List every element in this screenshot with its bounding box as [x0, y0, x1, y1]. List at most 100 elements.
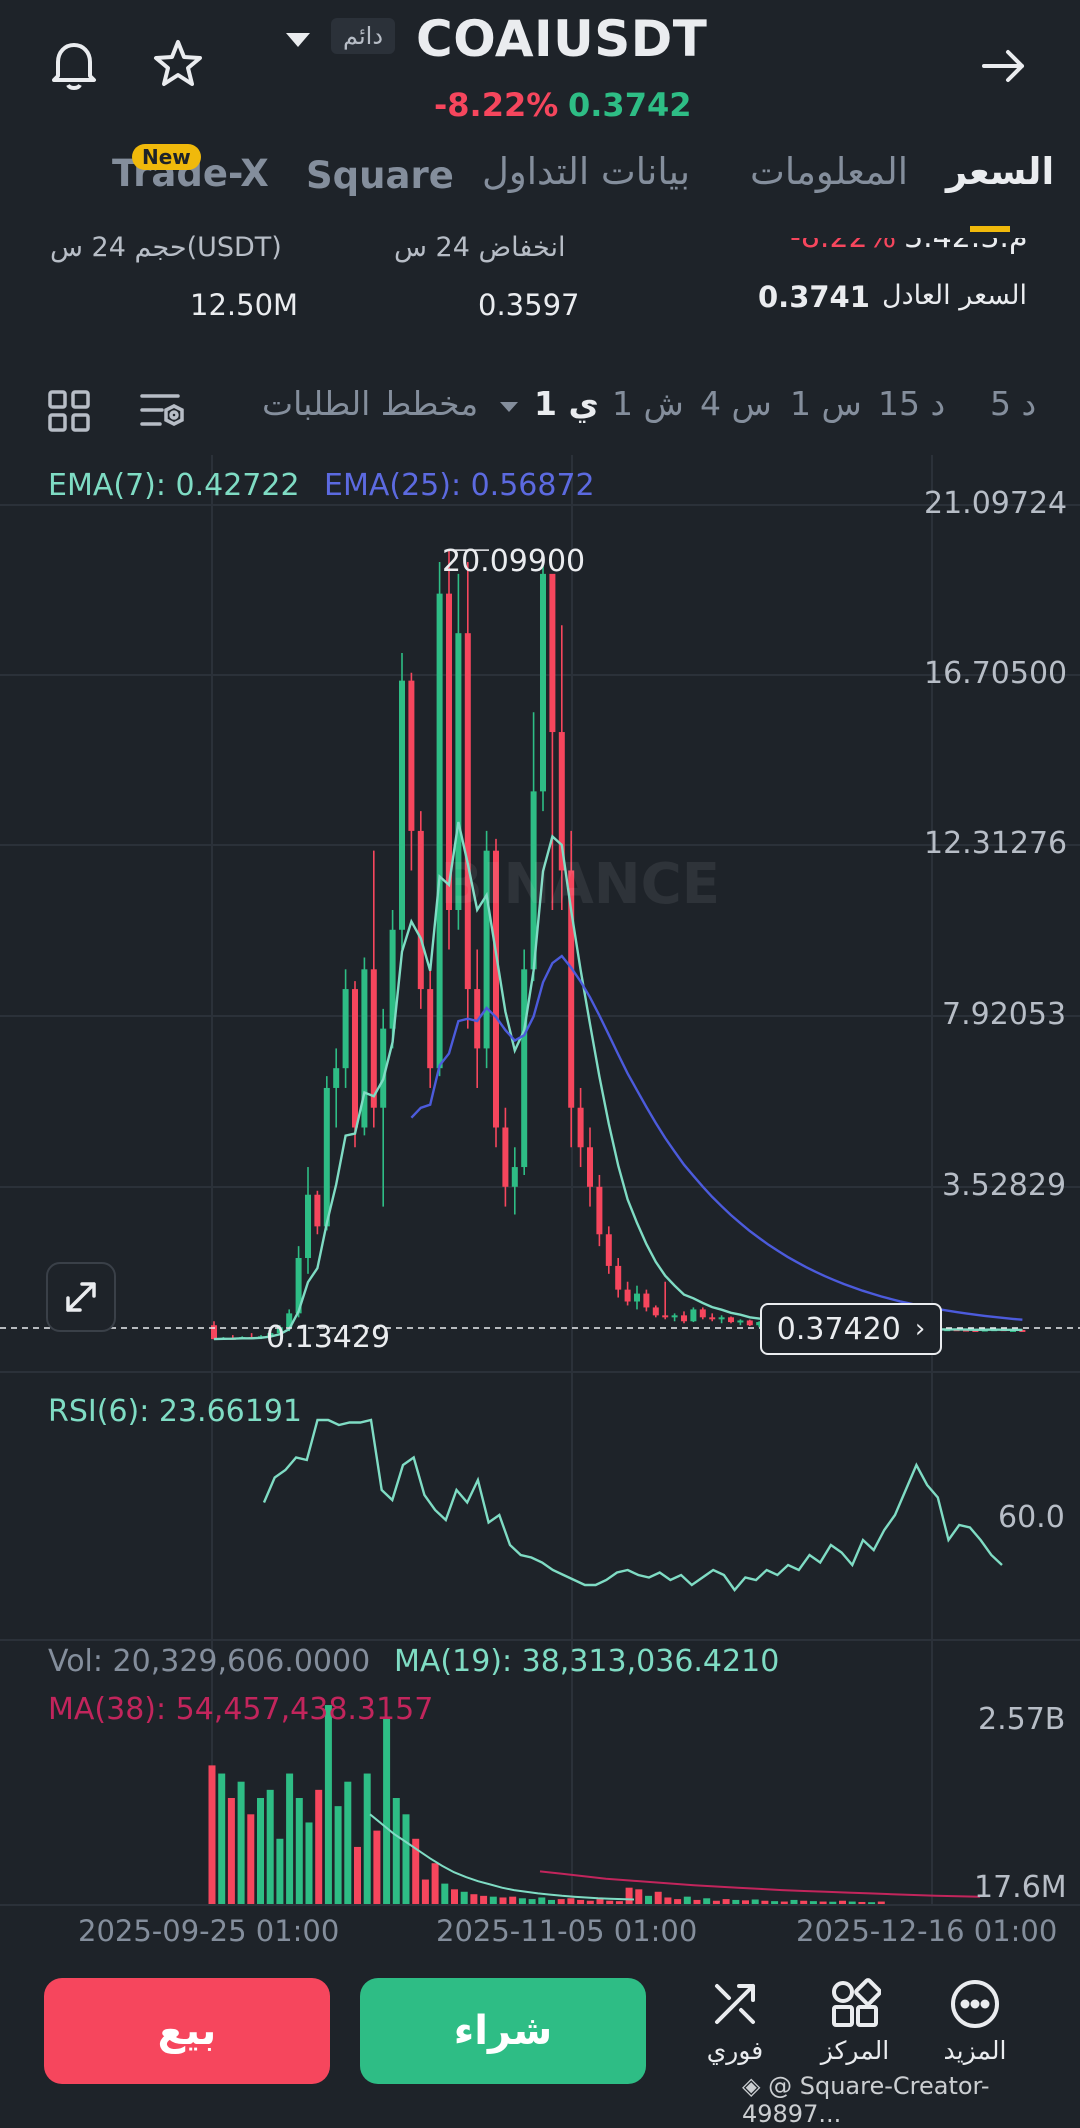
star-icon[interactable] — [148, 34, 208, 94]
rsi-line — [262, 1418, 1003, 1592]
creator-watermark: ◈ @ Square-Creator-49897... — [742, 2072, 1080, 2128]
bell-icon[interactable] — [44, 34, 104, 94]
volume-bar — [664, 1897, 672, 1904]
price-axis-label: 16.70500 — [924, 656, 1068, 691]
candle-body — [568, 870, 575, 1108]
orderbook-chart-button[interactable]: مخطط الطلبات — [262, 384, 479, 423]
rsi-readout: RSI(6): 23.66191 — [48, 1394, 303, 1429]
volume-bar — [712, 1900, 720, 1904]
candle-body — [276, 1327, 283, 1334]
low-24h-value: 0.3597 — [478, 288, 580, 322]
timeframe-1h[interactable]: 1 س — [790, 384, 862, 423]
indicator-settings-icon[interactable] — [138, 388, 188, 434]
candle-body — [370, 969, 377, 1108]
candle-body — [699, 1309, 706, 1318]
volume-readout: Vol: 20,329,606.0000 — [48, 1644, 371, 1679]
sell-button[interactable]: بيع — [44, 1978, 330, 2084]
volume-bar — [868, 1902, 876, 1904]
volume-bar — [363, 1773, 371, 1904]
volume-bar — [431, 1863, 439, 1904]
ma38-line — [539, 1870, 981, 1898]
date-axis-label: 2025-12-16 01:00 — [796, 1914, 1058, 1948]
price-axis-label: 12.31276 — [924, 826, 1068, 861]
candle-body — [380, 1028, 387, 1108]
volume-bar — [324, 1705, 332, 1904]
arrow-right-icon[interactable] — [978, 40, 1030, 92]
stats-highlight-bar — [970, 226, 1010, 232]
tab-price[interactable]: السعر — [946, 150, 1055, 193]
volume-bar — [276, 1838, 284, 1904]
candle-body — [530, 791, 537, 970]
candle-body — [267, 1333, 274, 1337]
volume-bar — [877, 1901, 885, 1904]
timeframe-5m[interactable]: 5 د — [990, 384, 1037, 423]
volume-bar — [703, 1898, 711, 1904]
volume-bar — [693, 1899, 701, 1904]
price-axis-label: 21.09724 — [924, 486, 1068, 521]
candle-body — [474, 989, 481, 1049]
candle-body — [436, 593, 443, 1069]
tab-info[interactable]: المعلومات — [750, 150, 909, 193]
volume-bar — [218, 1773, 226, 1904]
nav-more[interactable]: المزيد — [940, 1978, 1010, 2065]
volume-bar — [848, 1901, 856, 1904]
candle-body — [286, 1313, 293, 1328]
price-axis-label: 7.92053 — [942, 997, 1067, 1032]
volume-bar — [237, 1781, 245, 1904]
stats-partial-change: -8.22% — [790, 220, 897, 255]
volume-bar — [567, 1898, 575, 1904]
ma38-readout: MA(38): 54,457,438.3157 — [48, 1692, 434, 1727]
volume-bar — [334, 1806, 342, 1904]
volume-bar — [751, 1899, 759, 1904]
candle-body — [305, 1194, 311, 1258]
nav-spot[interactable]: فوري — [700, 1978, 770, 2065]
layout-grid-icon[interactable] — [46, 388, 92, 434]
volume-bar — [654, 1891, 662, 1904]
volume-bar — [790, 1899, 798, 1904]
tab-square[interactable]: Square — [306, 154, 454, 197]
volume-bar — [742, 1900, 749, 1904]
price-axis-label: 3.52829 — [942, 1168, 1067, 1203]
volume-bar — [674, 1899, 682, 1904]
chevron-down-icon[interactable] — [498, 400, 520, 414]
candle-body — [737, 1320, 744, 1323]
price-chart[interactable] — [0, 455, 1080, 1960]
more-icon — [951, 1980, 999, 2028]
volume-bar — [295, 1798, 303, 1904]
candle-body — [718, 1317, 725, 1320]
volume-bar — [635, 1889, 643, 1904]
candle-body — [756, 1322, 763, 1326]
expand-icon[interactable] — [46, 1262, 116, 1332]
candle-body — [427, 989, 434, 1069]
current-price-tag[interactable]: 0.37420 › — [760, 1303, 942, 1355]
symbol-title[interactable]: COAIUSDT — [416, 10, 708, 68]
date-axis-label: 2025-11-05 01:00 — [436, 1914, 698, 1948]
candle-body — [662, 1315, 669, 1318]
volume-bar — [460, 1891, 468, 1904]
binance-logo-icon: ◈ — [742, 2072, 761, 2100]
candle-body — [399, 680, 405, 930]
nav-positions[interactable]: المركز — [820, 1978, 890, 2065]
tab-trading-data[interactable]: بيانات التداول — [482, 150, 691, 193]
volume-24h-value: 12.50M — [190, 288, 299, 322]
buy-button[interactable]: شراء — [360, 1978, 646, 2084]
ma19-readout: MA(19): 38,313,036.4210 — [394, 1644, 780, 1679]
timeframe-1d[interactable]: 1 ي — [534, 384, 599, 423]
dropdown-caret-icon[interactable] — [284, 30, 312, 50]
candle-body — [323, 1087, 330, 1227]
candle-body — [643, 1293, 650, 1308]
candle-body — [408, 680, 415, 831]
timeframe-15m[interactable]: 15 د — [878, 384, 946, 423]
change-percent: -8.22% — [434, 86, 559, 124]
low-annotation: 0.13429 — [266, 1320, 391, 1355]
candle-body — [455, 633, 462, 910]
timeframe-4h[interactable]: 4 س — [700, 384, 772, 423]
volume-bar — [451, 1889, 458, 1904]
candle-body — [389, 929, 396, 1029]
candle-body — [558, 732, 565, 871]
volume-bar — [383, 1716, 391, 1904]
timeframe-1w[interactable]: 1 ش — [612, 384, 684, 423]
candle-body — [502, 1127, 509, 1187]
contract-type-badge: دائم — [331, 18, 396, 54]
candle-body — [352, 989, 358, 1128]
